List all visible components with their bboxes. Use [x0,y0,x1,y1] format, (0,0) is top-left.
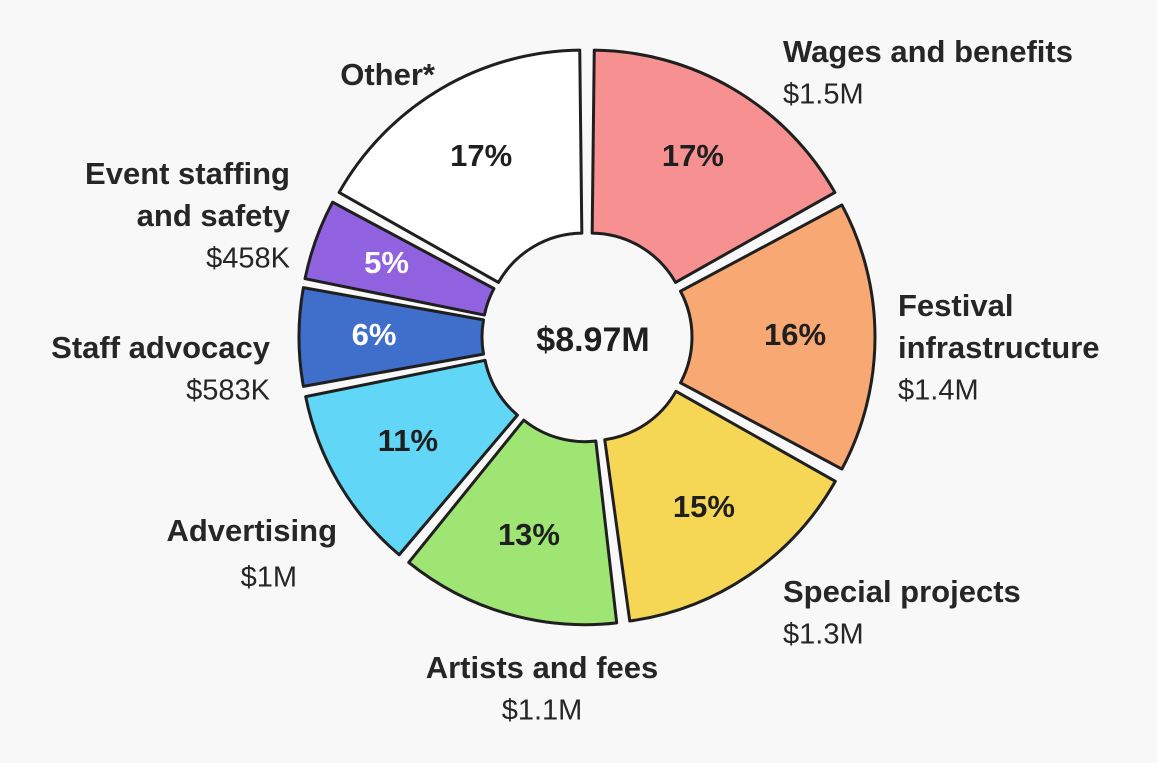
slice-0 [590,48,837,284]
category-label: Festival [898,288,1013,323]
slice-percent-label: 17% [450,138,512,173]
category-amount: $583K [186,375,271,407]
category-label: Special projects [783,574,1021,609]
slice-percent-label: 5% [364,245,409,280]
slice-percent-label: 11% [378,423,438,458]
category-amount: $1M [241,562,297,594]
slice-percent-label: 13% [498,517,560,552]
category-label: Staff advocacy [51,330,271,365]
slice-7 [337,48,584,284]
slice-percent-label: 17% [662,138,724,173]
category-label: Artists and fees [426,650,659,685]
slices-layer [297,48,877,627]
category-amount: $1.5M [783,79,864,111]
category-labels: Wages and benefits $1.5M Festival infrastru… [51,34,1099,726]
center-total-label: $8.97M [536,321,649,359]
category-amount: $458K [206,243,291,275]
category-amount: $1.4M [898,375,979,407]
category-label: infrastructure [898,330,1100,365]
slice-percent-label: 6% [352,317,397,352]
slice-6 [303,200,496,317]
category-label: Other* [340,57,436,92]
category-amount: $1.1M [502,695,583,727]
slice-1 [679,203,877,471]
slice-3 [407,418,619,627]
category-label: Event staffing [85,156,290,191]
slice-4 [304,358,519,557]
slice-2 [603,389,837,623]
slice-percent-label: 15% [673,489,735,524]
slice-5 [297,286,486,388]
category-amount: $1.3M [783,619,864,651]
percent-labels: 17% 16% 15% 13% 11% 6% 5% 17% [352,138,826,552]
category-label: Advertising [166,513,337,548]
category-label: and safety [137,198,291,233]
category-label: Wages and benefits [783,34,1073,69]
slice-percent-label: 16% [764,317,826,352]
